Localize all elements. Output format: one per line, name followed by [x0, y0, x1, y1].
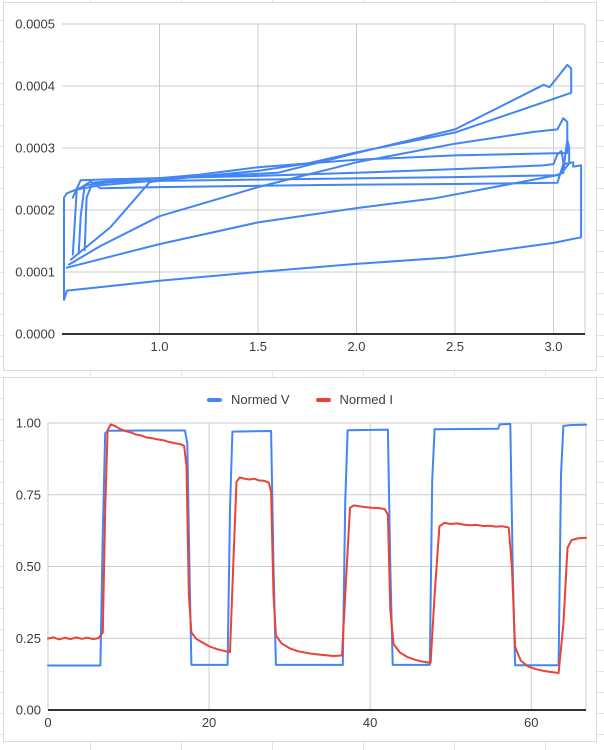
y-tick-label: 1.00	[16, 416, 41, 431]
normed-v-swatch-icon	[207, 397, 222, 402]
y-tick-label: 0.0003	[15, 141, 55, 156]
x-tick-label: 40	[363, 715, 377, 730]
x-tick-label: 0	[44, 715, 51, 730]
legend: Normed V Normed I	[4, 392, 596, 407]
y-tick-label: 0.0002	[15, 203, 55, 218]
y-tick-label: 0.50	[16, 559, 41, 574]
series-line-normed-v	[47, 422, 587, 667]
normed-i-swatch-icon	[315, 397, 331, 402]
x-tick-label: 20	[202, 715, 216, 730]
x-tick-label: 60	[524, 715, 538, 730]
x-tick-label: 1.0	[150, 339, 168, 354]
y-tick-label: 0.25	[16, 631, 41, 646]
x-tick-label: 3.0	[544, 339, 562, 354]
legend-label-normed-v: Normed V	[231, 392, 290, 407]
y-tick-label: 0.0004	[15, 79, 55, 94]
y-tick-label: 0.00	[16, 703, 41, 718]
series-line-normed-i	[47, 423, 587, 674]
legend-item-normed-i[interactable]: Normed I	[315, 392, 393, 407]
y-tick-label: 0.0005	[15, 17, 55, 32]
series-line-iv-sweep-current	[67, 117, 569, 266]
x-tick-label: 2.5	[446, 339, 464, 354]
y-tick-label: 0.75	[16, 487, 41, 502]
x-tick-label: 1.5	[249, 339, 267, 354]
chart-card-pulse-train[interactable]: Normed V Normed I 0.00 0.25 0.50 0.75 1.00 0 2…	[3, 377, 597, 742]
series-line-iv-sweep-current	[69, 63, 573, 261]
y-tick-label: 0.0000	[15, 327, 55, 342]
legend-label-normed-i: Normed I	[339, 392, 393, 407]
series-line-iv-sweep-current	[71, 150, 565, 199]
iv-sweep-chart: 0.0000 0.0001 0.0002 0.0003 0.0004 0.0005 1.0 1…	[15, 17, 586, 354]
series-line-iv-sweep-current	[65, 138, 571, 269]
x-tick-label: 2.0	[347, 339, 365, 354]
y-tick-label: 0.0001	[15, 265, 55, 280]
legend-item-normed-v[interactable]: Normed V	[207, 392, 290, 407]
chart-card-iv-sweeps[interactable]: 0.0000 0.0001 0.0002 0.0003 0.0004 0.0005 1.0 1…	[3, 2, 597, 371]
pulse-train-chart: 0.00 0.25 0.50 0.75 1.00 0 20 40 60	[16, 416, 587, 730]
series-line-iv-sweep-current	[63, 161, 583, 301]
